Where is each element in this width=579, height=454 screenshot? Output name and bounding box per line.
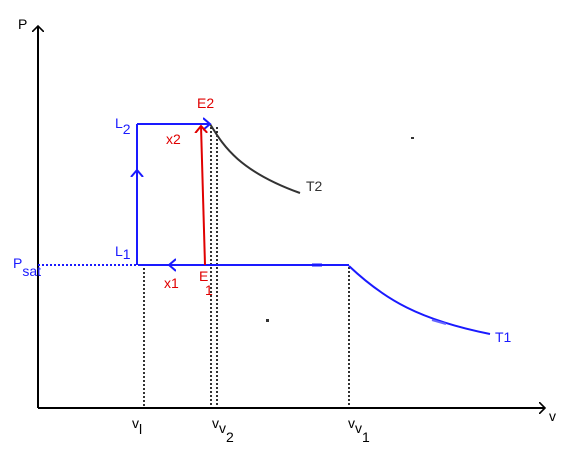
x-axis-label: v: [549, 408, 556, 424]
v-l-tick-label: vl: [132, 415, 142, 437]
t2-label: T2: [306, 178, 323, 194]
t1-label: T1: [495, 329, 512, 345]
l1-label: L1: [115, 243, 131, 262]
isotherm-t1-mark: [431, 319, 447, 325]
isotherm-t2-curve: [209, 123, 301, 194]
e2-label: E2: [197, 95, 214, 111]
isotherm-t1-curve: [348, 265, 491, 335]
y-axis-label: P: [18, 16, 27, 32]
x1-label: x1: [164, 275, 179, 291]
compression-arrow: [201, 126, 205, 266]
l2-label: L2: [115, 115, 131, 137]
stray-dot: [266, 319, 269, 322]
p-sat-label: Psat: [13, 255, 41, 279]
x2-label: x2: [166, 131, 181, 147]
v-v1-tick-label: vv1: [348, 415, 370, 445]
stray-dot: [411, 137, 414, 139]
v-v2-tick-label: vv2: [212, 415, 234, 445]
